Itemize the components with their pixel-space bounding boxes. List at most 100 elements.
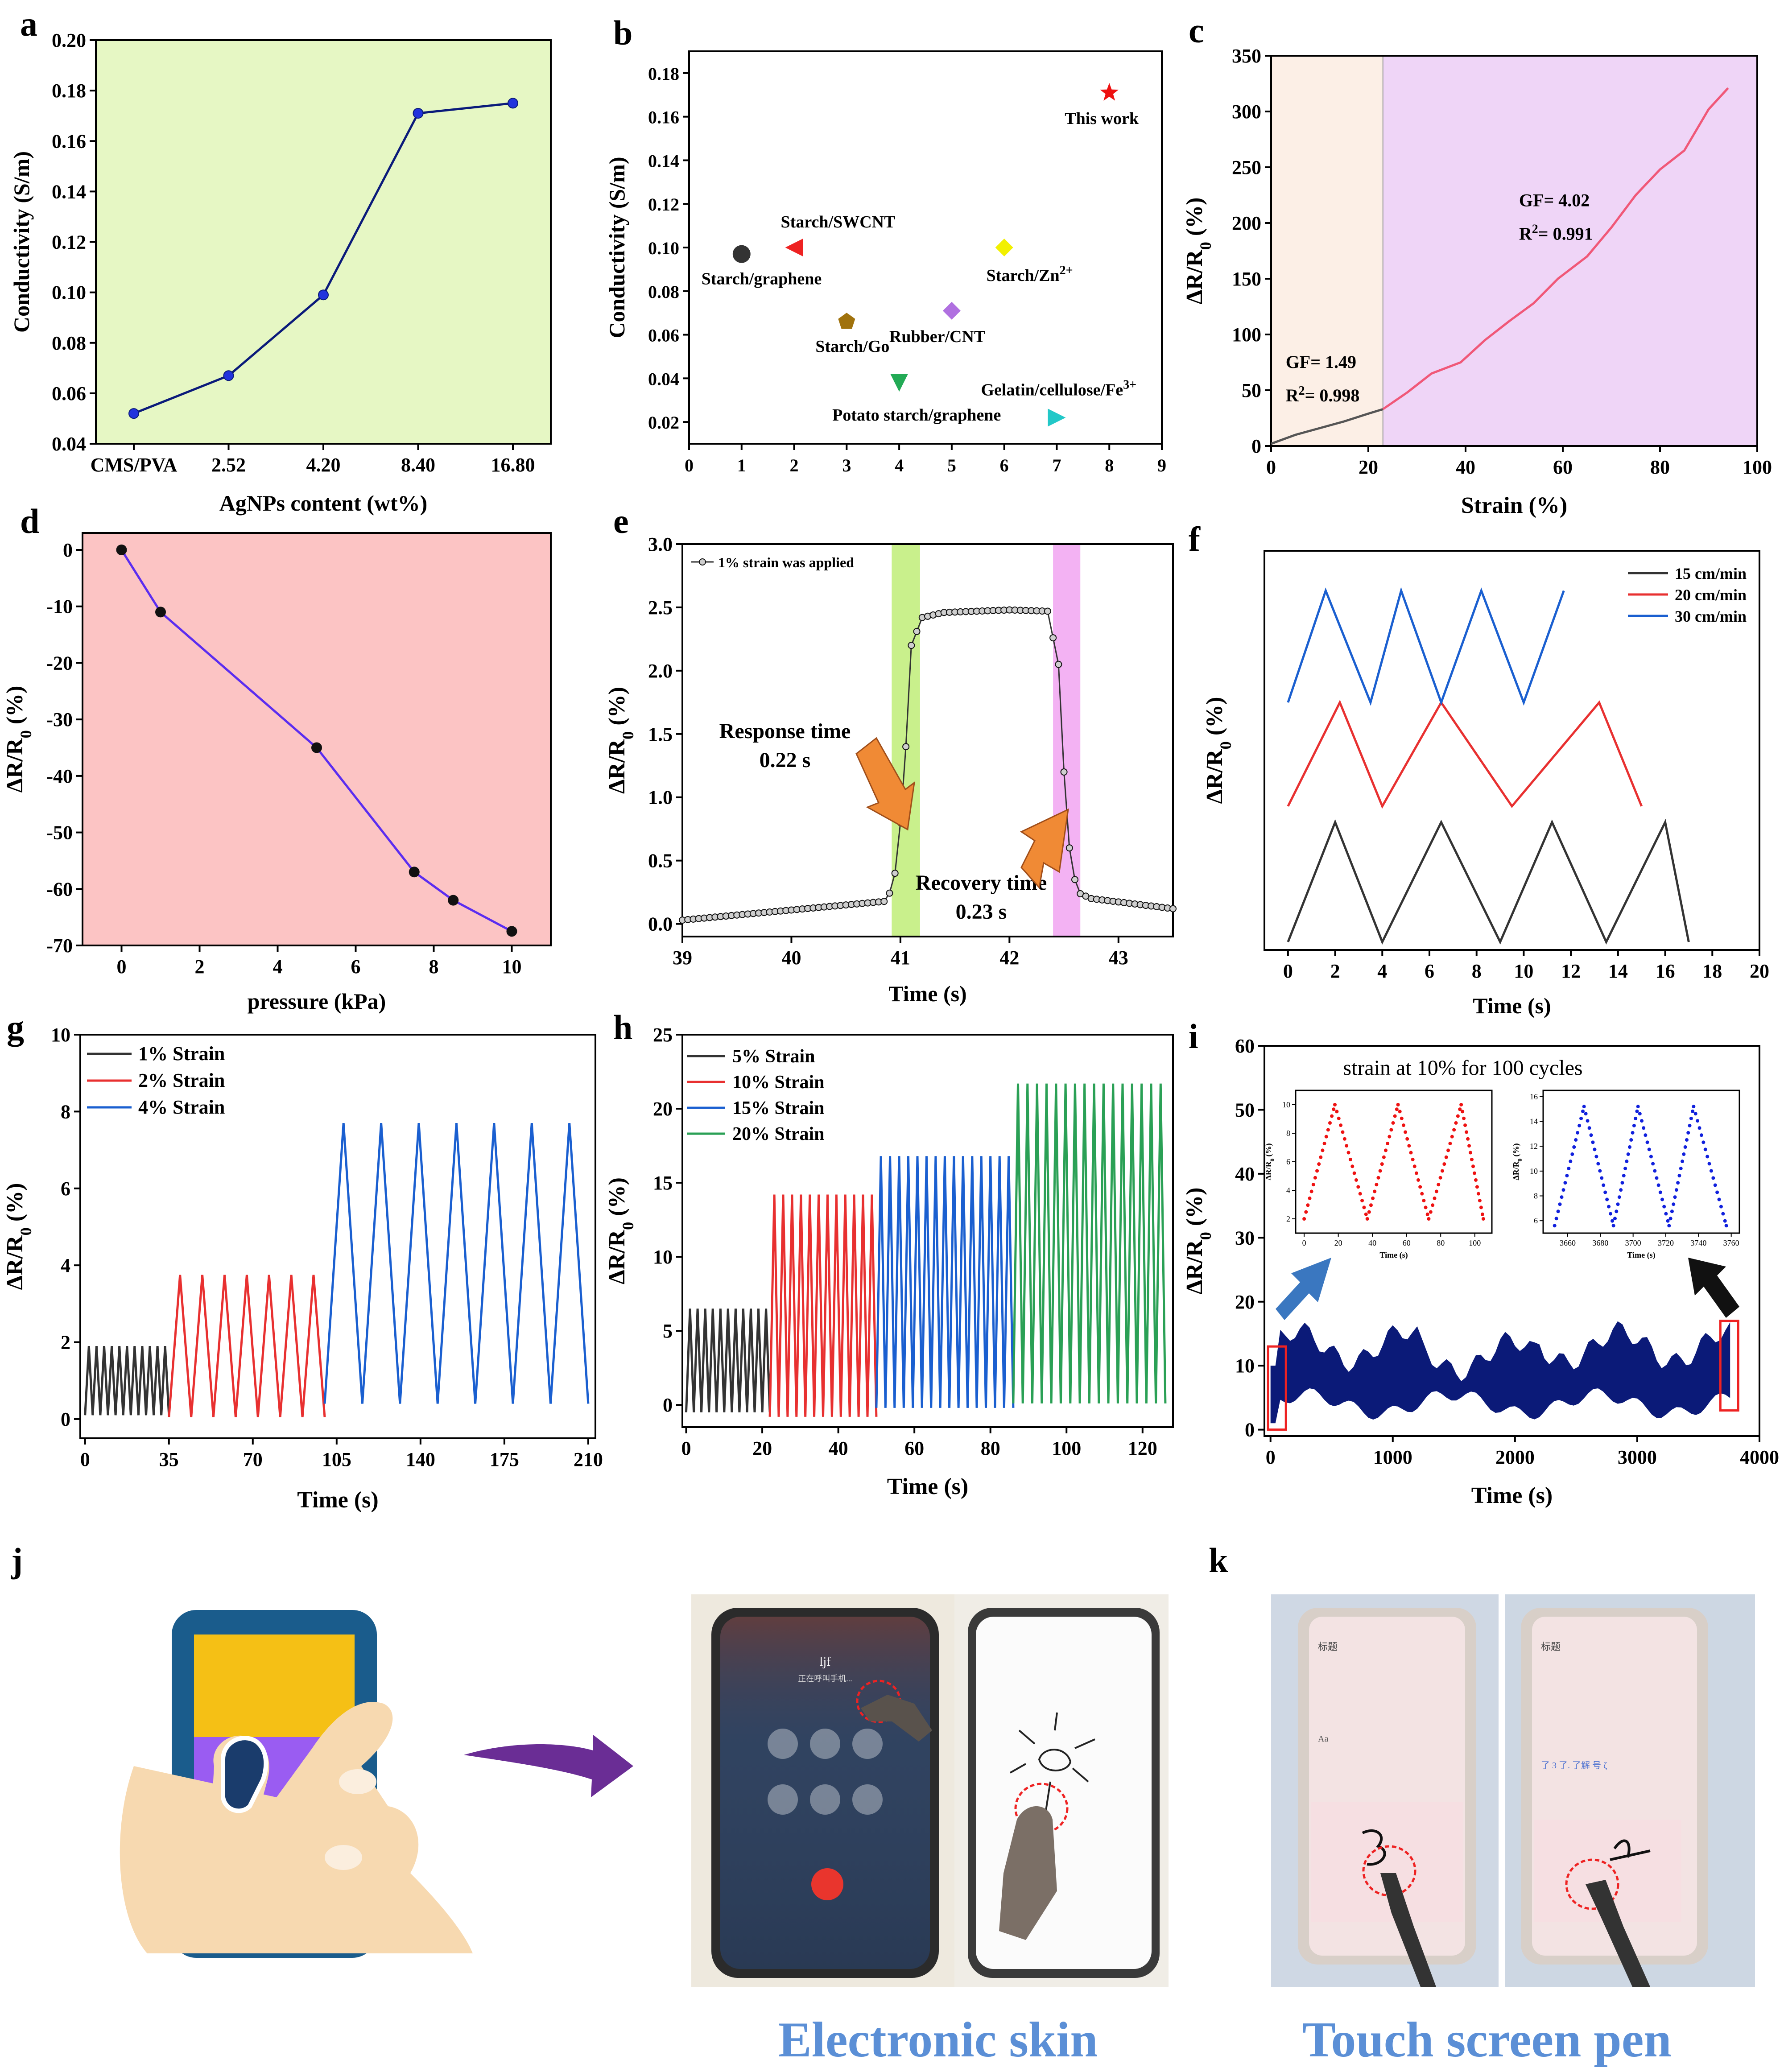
series-30-cm-min — [1287, 587, 1565, 706]
data-point — [886, 889, 893, 897]
inset-point — [1625, 1160, 1629, 1164]
x-axis-label: Strain (%) — [1461, 493, 1567, 518]
y-tick-label: 0.08 — [52, 332, 86, 354]
inset-point — [1348, 1157, 1352, 1161]
inset-point — [1724, 1224, 1728, 1228]
inset-point — [1375, 1183, 1379, 1187]
inset-point — [1593, 1147, 1597, 1152]
x-tick-label: 2000 — [1495, 1446, 1535, 1468]
inset-point — [1400, 1116, 1404, 1120]
inset-point — [1405, 1137, 1409, 1141]
x-tick-label: 16 — [1656, 960, 1675, 982]
data-point — [1055, 660, 1062, 668]
x-tick-label: 105 — [322, 1449, 351, 1470]
inset-point — [1682, 1152, 1686, 1156]
inset-point — [1409, 1151, 1413, 1155]
inset-point — [1677, 1174, 1681, 1178]
y-tick-label: -20 — [46, 652, 73, 674]
y-tick-label: 6 — [61, 1178, 70, 1200]
inset-point — [1693, 1112, 1697, 1116]
inset-point — [1456, 1114, 1460, 1118]
inset-point — [1339, 1123, 1343, 1127]
x-tick-label: 18 — [1702, 960, 1722, 982]
subscript: 0 — [1197, 242, 1214, 250]
y-tick-label: 1.5 — [648, 723, 673, 745]
inset-point — [1697, 1126, 1701, 1130]
y-tick-label: -60 — [46, 878, 73, 900]
inset-point — [1438, 1176, 1442, 1180]
panel-label-i: i — [1189, 1017, 1198, 1056]
subscript: 0 — [1517, 1159, 1523, 1161]
inset-point — [1337, 1116, 1341, 1120]
y-tick-label: 0.12 — [52, 231, 86, 253]
x-tick-label: 9 — [1157, 455, 1166, 475]
inset-point — [1470, 1157, 1474, 1161]
inset-point — [1326, 1128, 1330, 1132]
inset-point — [1448, 1142, 1452, 1146]
point-label: Starch/SWCNT — [781, 213, 896, 231]
plot-frame — [82, 532, 552, 946]
inset-point — [1425, 1212, 1429, 1216]
x-tick-label: 0 — [681, 1437, 691, 1459]
inset-point — [1352, 1171, 1356, 1175]
x-tick-label: 3660 — [1560, 1238, 1576, 1247]
y-tick-label: 0.18 — [52, 80, 86, 102]
subscript: 0 — [1217, 741, 1235, 749]
y-tick-label: 8 — [61, 1101, 70, 1123]
inset-point — [1333, 1103, 1337, 1106]
y-tick-label: 0.04 — [648, 369, 679, 389]
inset-point — [1706, 1155, 1710, 1159]
x-tick-label: 43 — [1109, 947, 1128, 969]
inset-point — [1586, 1119, 1590, 1123]
recovery-annotation: Recovery time — [916, 871, 1047, 895]
y-tick-label: 0.16 — [52, 130, 86, 152]
inset-x-label: Time (s) — [1627, 1251, 1655, 1260]
x-tick-label: 10 — [502, 956, 522, 978]
x-tick-label: 80 — [981, 1437, 1000, 1459]
inset-point — [1672, 1202, 1676, 1206]
inset-point — [1634, 1116, 1638, 1120]
inset-point — [1635, 1109, 1639, 1113]
inset-point — [1371, 1196, 1375, 1200]
y-tick-label: 0 — [1245, 1419, 1255, 1441]
y-tick-label: 30 — [1235, 1227, 1255, 1249]
high-strain-line — [1382, 87, 1729, 410]
call-status: 正在呼叫手机... — [798, 1674, 852, 1683]
inset-point — [1613, 1217, 1617, 1221]
y-tick-label: 4 — [61, 1255, 70, 1276]
inset-point — [1393, 1114, 1397, 1118]
chart-e: 39 40 41 42 43 0.0 0.5 1.0 1.5 2.0 2.5 3.0 1% strain… — [604, 533, 1177, 1006]
point-label: Starch/graphene — [702, 270, 822, 289]
inset-point — [1572, 1145, 1576, 1149]
y-tick-label: 0.06 — [52, 383, 86, 404]
inset-point — [1607, 1205, 1611, 1209]
legend-label: 30 cm/min — [1675, 607, 1747, 625]
inset-point — [1696, 1119, 1700, 1123]
inset-point — [1598, 1169, 1602, 1173]
x-tick-label: 3 — [842, 455, 851, 475]
y-tick-label: 10 — [1530, 1167, 1538, 1176]
subscript: 0 — [1197, 1232, 1214, 1240]
y-tick-label: 300 — [1232, 101, 1261, 123]
y-tick-label: 0 — [61, 1408, 70, 1430]
panel-label-e: e — [613, 502, 629, 541]
y-tick-label: -10 — [46, 596, 73, 618]
inset-point — [1570, 1152, 1574, 1156]
y-tick-label: 1.0 — [648, 787, 673, 809]
keyboard-candidates: Aa — [1318, 1734, 1328, 1744]
y-tick-label: 0.14 — [648, 151, 679, 171]
inset-point — [1463, 1123, 1467, 1127]
y-tick-label: 60 — [1235, 1035, 1255, 1057]
panel-label-f: f — [1189, 520, 1201, 558]
x-tick-label: 5 — [947, 455, 956, 475]
marker-sphere — [732, 245, 751, 263]
x-tick-label: CMS/PVA — [91, 454, 178, 476]
annotation: R2= 0.991 — [1519, 222, 1593, 244]
x-tick-label: 140 — [406, 1449, 435, 1470]
inset-point — [1386, 1142, 1390, 1146]
marker-triangle-right — [1048, 409, 1066, 427]
purple-arrow-icon — [464, 1735, 633, 1797]
subscript: 0 — [1269, 1159, 1276, 1161]
y-tick-label: 20 — [1235, 1291, 1255, 1313]
